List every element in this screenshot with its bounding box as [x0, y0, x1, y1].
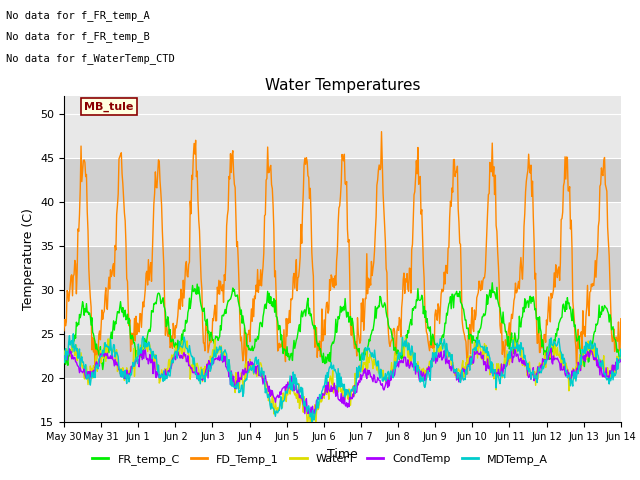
Text: MB_tule: MB_tule	[84, 102, 134, 112]
Bar	[64, 290, 621, 334]
Text: No data for f_FR_temp_B: No data for f_FR_temp_B	[6, 31, 150, 42]
Bar	[64, 378, 621, 422]
Bar	[64, 334, 621, 378]
Legend: FR_temp_C, FD_Temp_1, WaterT, CondTemp, MDTemp_A: FR_temp_C, FD_Temp_1, WaterT, CondTemp, …	[88, 450, 552, 469]
Title: Water Temperatures: Water Temperatures	[265, 78, 420, 94]
Bar	[64, 158, 621, 202]
X-axis label: Time: Time	[327, 448, 358, 461]
Bar	[64, 246, 621, 290]
Y-axis label: Temperature (C): Temperature (C)	[22, 208, 35, 310]
Bar	[64, 114, 621, 158]
Bar	[64, 202, 621, 246]
Text: No data for f_FR_temp_A: No data for f_FR_temp_A	[6, 10, 150, 21]
Text: No data for f_WaterTemp_CTD: No data for f_WaterTemp_CTD	[6, 53, 175, 64]
